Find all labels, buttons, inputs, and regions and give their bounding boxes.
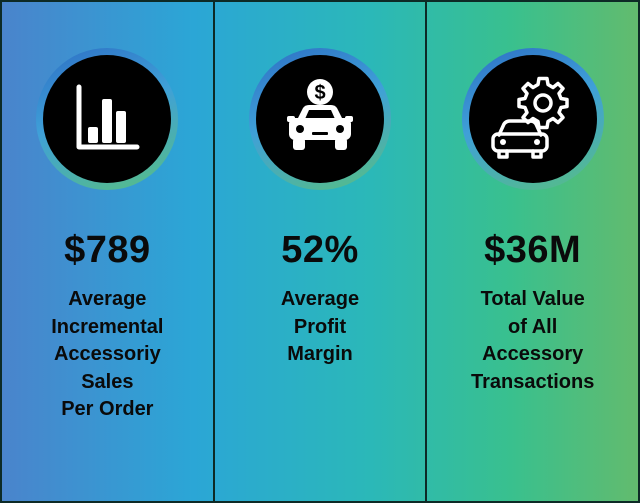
stat-card-total-value: $36M Total Value of All Accessory Transa…	[427, 2, 638, 501]
stat-label-line: Sales	[81, 370, 134, 393]
stat-value: $789	[64, 229, 151, 271]
stat-label-line: Margin	[287, 343, 353, 365]
stat-card-profit-margin: $ 52% Average Profit Margin	[215, 2, 428, 501]
stat-label-line: Accessoriy	[53, 343, 161, 365]
icon-ring: $	[249, 48, 391, 190]
stat-value: $36M	[484, 229, 582, 271]
stat-label-line: Profit	[293, 315, 347, 338]
icon-ring	[36, 48, 179, 190]
bar-chart-icon	[43, 55, 172, 183]
stat-label: Average Profit Margin	[281, 286, 359, 369]
icon-ring	[461, 48, 604, 190]
stat-label: Average Incremental Accessoriy Sales Per…	[51, 286, 163, 424]
stat-label-line: Incremental	[51, 315, 164, 338]
stat-label-line: Accessory	[482, 343, 584, 365]
svg-text:$: $	[314, 82, 325, 104]
stat-label: Total Value of All Accessory Transaction…	[471, 286, 594, 396]
stat-label-line: Average	[68, 288, 147, 310]
car-gear-icon	[468, 55, 597, 183]
stat-label-line: Transactions	[470, 370, 595, 393]
stat-label-line: Total Value	[480, 288, 585, 310]
stat-label-line: of All	[508, 315, 558, 338]
stat-card-incremental-sales: $789 Average Incremental Accessoriy Sale…	[2, 2, 215, 501]
stat-label-line: Average	[280, 288, 360, 310]
car-dollar-icon: $	[256, 55, 384, 183]
stat-value: 52%	[281, 229, 359, 271]
stat-label-line: Per Order	[61, 398, 154, 420]
